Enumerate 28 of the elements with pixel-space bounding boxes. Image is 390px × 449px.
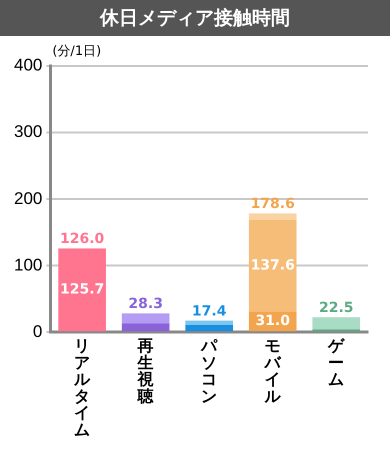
bar [122, 313, 170, 324]
x-tick-label: 再生視聴 [136, 338, 155, 406]
x-tick-label: パソコン [200, 338, 218, 406]
total-label: 178.6 [250, 196, 295, 212]
data-label: 125.7 [60, 282, 104, 298]
bar [122, 324, 170, 332]
bar [58, 248, 106, 332]
y-tick-label: 200 [14, 188, 42, 208]
x-tick-label: リアルタイム [73, 338, 92, 440]
total-label: 126.0 [60, 230, 105, 247]
y-tick-label: 400 [14, 56, 42, 75]
bar [185, 324, 234, 332]
total-label: 28.3 [128, 296, 163, 312]
bar [185, 320, 234, 325]
total-label: 22.5 [318, 300, 354, 316]
bar [248, 213, 297, 220]
data-label: 137.6 [250, 257, 295, 274]
total-label: 17.4 [192, 303, 227, 320]
data-label: 31.0 [255, 313, 290, 330]
x-tick-label: ゲーム [327, 338, 346, 389]
y-tick-label: 0 [32, 322, 42, 341]
y-axis-title: (分/1日) [52, 44, 102, 59]
y-tick-label: 300 [14, 122, 42, 142]
x-tick-label: モバイル [264, 338, 282, 406]
y-tick-label: 100 [14, 255, 42, 274]
bar [248, 220, 297, 312]
bar [312, 317, 360, 330]
chart-title: 休日メディア接触時間 [0, 0, 390, 36]
